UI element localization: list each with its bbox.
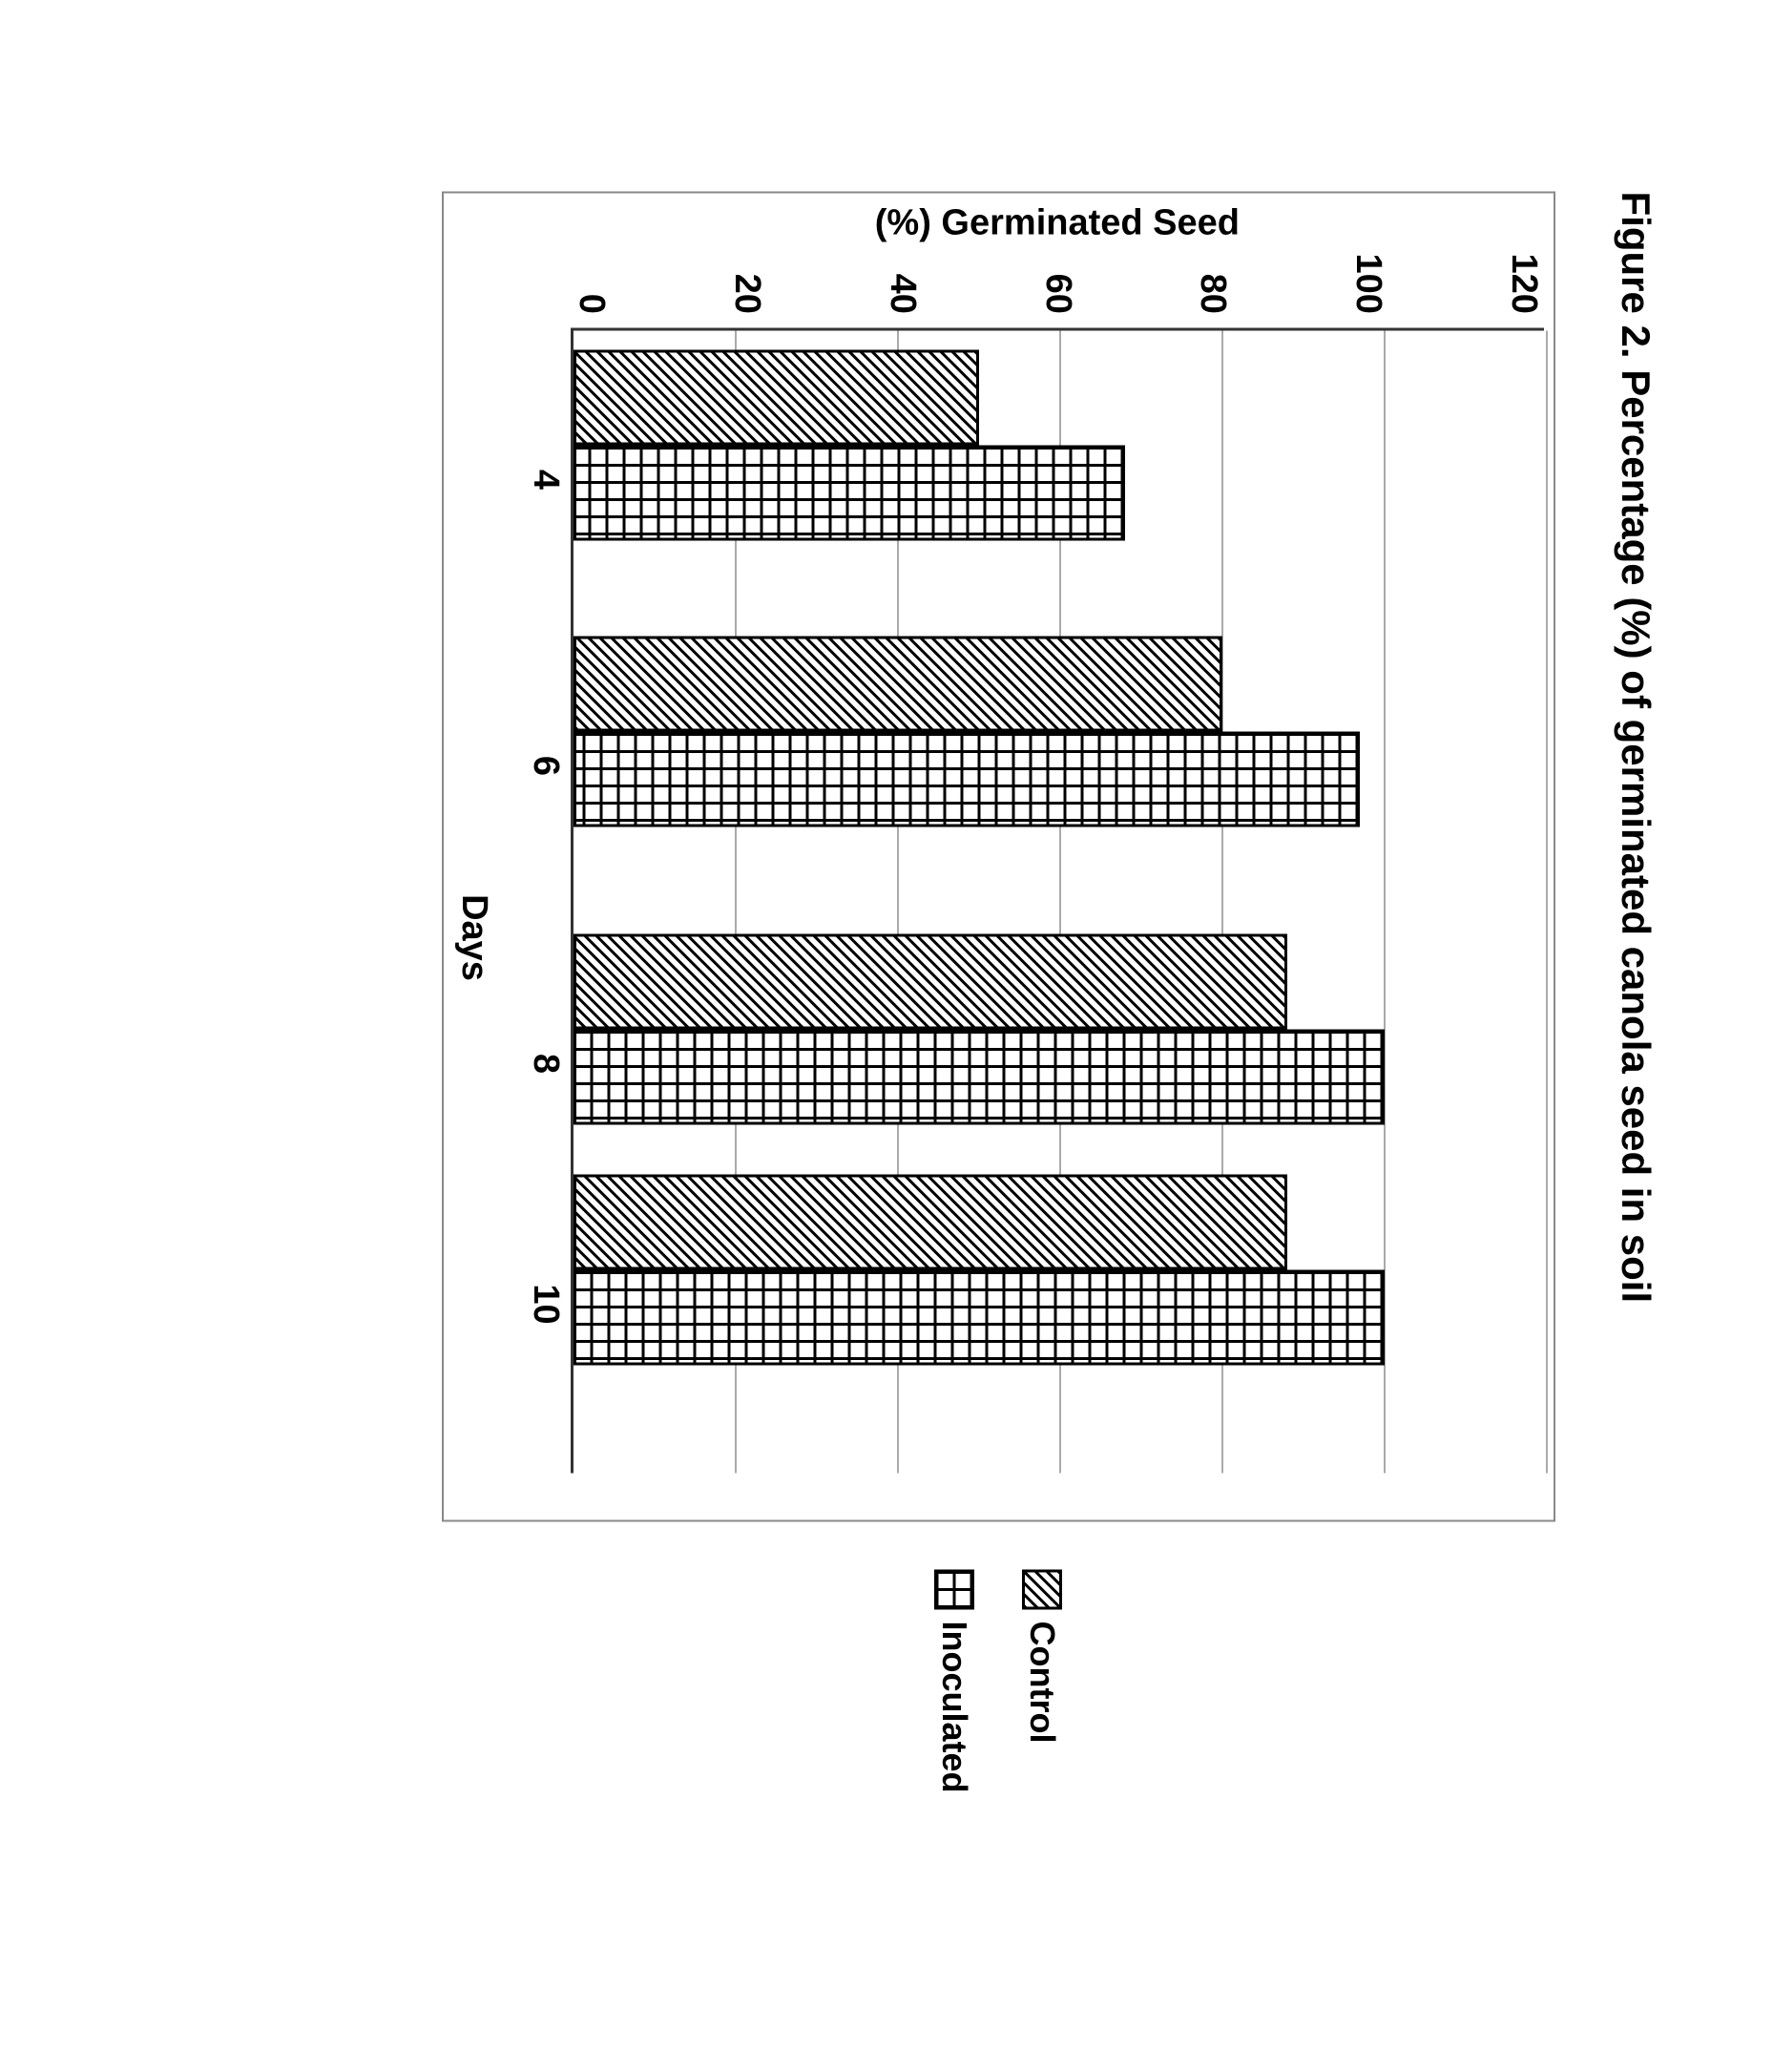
x-tick-label: 4 (525, 469, 566, 489)
bar-group (574, 1174, 1385, 1365)
legend-item: Inoculated (935, 1569, 975, 1792)
plot-with-axes: (%) Germinated Seed 120 100 80 60 40 20 0 (571, 202, 1544, 1510)
legend-item: Control (1023, 1569, 1063, 1792)
y-tick-label: 80 (1192, 273, 1233, 313)
bar-inoculated (574, 445, 1125, 540)
bar-inoculated (574, 1269, 1385, 1365)
y-tick-label: 0 (571, 293, 612, 313)
rotated-figure-container: Figure 2. Percentage (%) of germinated c… (0, 0, 1773, 2072)
y-tick-label: 60 (1037, 273, 1078, 313)
x-axis: 4 6 8 10 Days (453, 365, 571, 1510)
y-axis: (%) Germinated Seed 120 100 80 60 40 20 0 (571, 202, 1544, 327)
legend-swatch (935, 1569, 975, 1609)
bar-group (574, 349, 1125, 540)
y-tick-label: 20 (726, 273, 767, 313)
legend: Control Inoculated (935, 1569, 1063, 1792)
bar-inoculated (574, 1029, 1385, 1124)
bar-group (574, 933, 1385, 1124)
bar-control (574, 349, 979, 445)
gridline (1546, 330, 1548, 1473)
y-tick-label: 40 (882, 273, 923, 313)
bar-control (574, 933, 1287, 1029)
bar-control (574, 1174, 1287, 1269)
figure-title: Figure 2. Percentage (%) of germinated c… (1613, 191, 1658, 2072)
y-tick-label: 120 (1503, 253, 1544, 313)
x-axis-label: Days (453, 365, 494, 1510)
bar-control (574, 636, 1222, 731)
y-axis-label: (%) Germinated Seed (875, 202, 1240, 243)
y-tick-label: 100 (1347, 253, 1388, 313)
legend-swatch (1023, 1569, 1063, 1609)
legend-label: Inoculated (935, 1621, 975, 1792)
chart-wrap: (%) Germinated Seed 120 100 80 60 40 20 0 (442, 191, 1555, 2072)
x-tick-label: 8 (525, 1053, 566, 1073)
legend-label: Control (1023, 1621, 1063, 1743)
x-tick-label: 6 (525, 755, 566, 775)
x-axis-ticks: 4 6 8 10 (513, 365, 571, 1510)
plot-area (571, 327, 1544, 1473)
chart-outer-frame: (%) Germinated Seed 120 100 80 60 40 20 0 (442, 191, 1555, 1521)
y-axis-ticks: 120 100 80 60 40 20 0 (571, 253, 1544, 327)
bar-group (574, 636, 1361, 827)
bar-inoculated (574, 731, 1361, 827)
x-tick-label: 10 (525, 1284, 566, 1324)
